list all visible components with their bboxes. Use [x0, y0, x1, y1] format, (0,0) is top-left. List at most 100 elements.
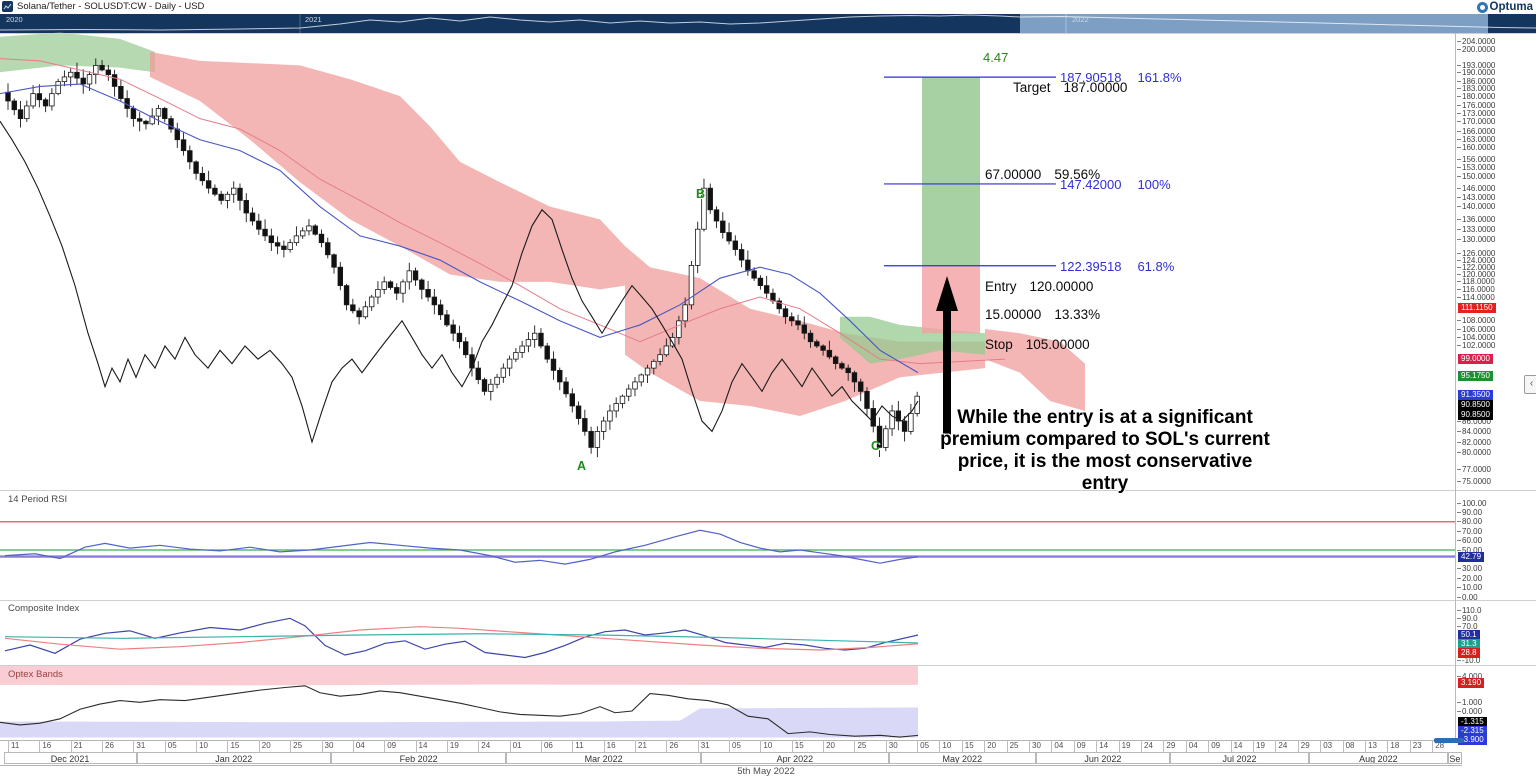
day-tick-label: 30: [1032, 741, 1041, 750]
day-tick-label: 05: [920, 741, 930, 750]
day-tick-label: 04: [1188, 741, 1198, 750]
price-tick: 104.0000: [1456, 332, 1496, 342]
day-tick-label: 08: [1345, 741, 1355, 750]
day-tick-line: [1432, 740, 1434, 752]
day-tick-line: [635, 740, 636, 752]
composite-tick: -10.0: [1456, 655, 1481, 665]
fib-percent: 161.8%: [1137, 70, 1182, 86]
fib-row-target: Target 187.00000: [1013, 80, 1127, 95]
day-tick-line: [760, 740, 762, 752]
composite-tick: 90.0: [1457, 613, 1478, 623]
price-tick: 166.0000: [1456, 127, 1496, 137]
day-tick-line: [1409, 740, 1411, 752]
day-tick-label: 25: [857, 741, 867, 750]
fib-row-value: 59.56%: [1054, 167, 1101, 182]
day-tick-line: [1342, 740, 1344, 752]
rsi-tick: 50.00: [1456, 545, 1483, 555]
day-tick-label: 15: [964, 741, 974, 750]
date-axis-bottom-border: [0, 765, 1462, 766]
day-tick-line: [1387, 740, 1389, 752]
day-tick-label: 26: [105, 741, 114, 750]
month-cell-Jul-2022: Jul 2022: [1170, 752, 1309, 764]
up-arrow[interactable]: [936, 276, 958, 437]
wave-marker-C: C: [871, 439, 881, 453]
day-tick-label: 29: [1166, 741, 1176, 750]
kijun-line: [0, 83, 919, 374]
wave-marker-B: B: [696, 187, 706, 201]
fib-row-entry: Entry 120.00000: [985, 279, 1093, 294]
horizontal-scrollbar-thumb[interactable]: [1434, 738, 1464, 743]
composite-signal: [4, 633, 919, 644]
day-tick-label: 20: [261, 741, 271, 750]
day-tick-line: [290, 740, 292, 752]
rsi-tick: 0.00: [1457, 592, 1478, 602]
price-tick: 204.0000: [1456, 36, 1496, 46]
day-tick-line: [1141, 740, 1142, 752]
fib-row-label: 67.00000: [985, 167, 1042, 182]
day-tick-line: [603, 740, 605, 752]
annotation-line-1: While the entry is at a significant: [957, 407, 1253, 428]
day-tick-line: [961, 740, 963, 752]
day-tick-line: [1051, 740, 1053, 752]
day-tick-label: 09: [387, 741, 397, 750]
day-tick-label: 23: [1412, 741, 1422, 750]
day-tick-label: 06: [543, 741, 553, 750]
fib-row-67.00000: 67.00000 59.56%: [985, 167, 1100, 182]
fib-label-161.8%: 187.90518 161.8%: [1060, 70, 1182, 85]
composite-tick: 70.0: [1457, 622, 1478, 632]
price-tick: 124.0000: [1456, 255, 1496, 265]
price-axis-separator: [1455, 33, 1456, 740]
day-tick-line: [1163, 740, 1165, 752]
optuma-logo-icon: [1476, 1, 1488, 13]
chart-tab-icon[interactable]: [2, 1, 13, 12]
price-label-99.0000: 99.0000: [1458, 354, 1493, 365]
day-tick-label: 19: [1256, 741, 1265, 750]
day-tick-label: 04: [1054, 741, 1064, 750]
fib-label-61.8%: 122.39518 61.8%: [1060, 259, 1174, 274]
candles: [5, 58, 920, 458]
day-tick-line: [1230, 740, 1232, 752]
day-tick-label: 24: [1278, 741, 1288, 750]
day-tick-line: [70, 740, 72, 752]
rsi-tick: 20.00: [1456, 573, 1483, 583]
day-tick-label: 16: [606, 741, 616, 750]
day-tick-label: 15: [230, 741, 240, 750]
fib-row-label: Target: [1013, 80, 1051, 95]
day-tick-line: [39, 740, 41, 752]
date-axis-top-border: [0, 740, 1462, 741]
price-tick: 133.0000: [1456, 224, 1496, 234]
day-tick-label: 05: [167, 741, 177, 750]
optex-value-label: -3.900: [1458, 735, 1487, 746]
navigator-divider: [0, 33, 1536, 34]
fib-row-value: 105.00000: [1025, 337, 1090, 352]
price-tick: 153.0000: [1456, 163, 1496, 173]
day-tick-label: 30: [888, 741, 898, 750]
annotation-text[interactable]: While the entry is at a significant prem…: [938, 407, 1272, 495]
axis-collapse-button[interactable]: ‹: [1524, 375, 1536, 394]
price-tick: 183.0000: [1456, 84, 1496, 94]
day-tick-label: 21: [638, 741, 647, 750]
optex-line: [0, 685, 919, 738]
fib-row-value: 13.33%: [1054, 307, 1101, 322]
optex-panel-title: Optex Bands: [8, 669, 63, 680]
day-tick-line: [1096, 740, 1098, 752]
day-tick-line: [1297, 740, 1299, 752]
day-tick-label: 21: [73, 741, 83, 750]
fib-row-value: 120.00000: [1029, 279, 1094, 294]
day-tick-line: [258, 740, 260, 752]
annotation-line-2: premium compared to SOL's current: [940, 429, 1270, 450]
fib-percent: 61.8%: [1137, 258, 1175, 274]
day-tick-line: [885, 740, 887, 752]
day-tick-label: 10: [942, 741, 952, 750]
day-tick-line: [917, 740, 919, 752]
day-tick-line: [352, 740, 354, 752]
price-tick: 140.0000: [1456, 202, 1496, 212]
day-tick-line: [1118, 740, 1120, 752]
chart-title: Solana/Tether - SOLUSDT:CW - Daily - USD: [17, 1, 205, 12]
rsi-tick: 100.00: [1456, 498, 1487, 508]
price-tick: 102.0000: [1456, 341, 1496, 351]
day-tick-line: [446, 740, 448, 752]
price-axis: 204.0000 200.0000 193.0000 190.0000 186.0000…: [1456, 0, 1536, 783]
price-tick: 180.0000: [1456, 91, 1496, 101]
